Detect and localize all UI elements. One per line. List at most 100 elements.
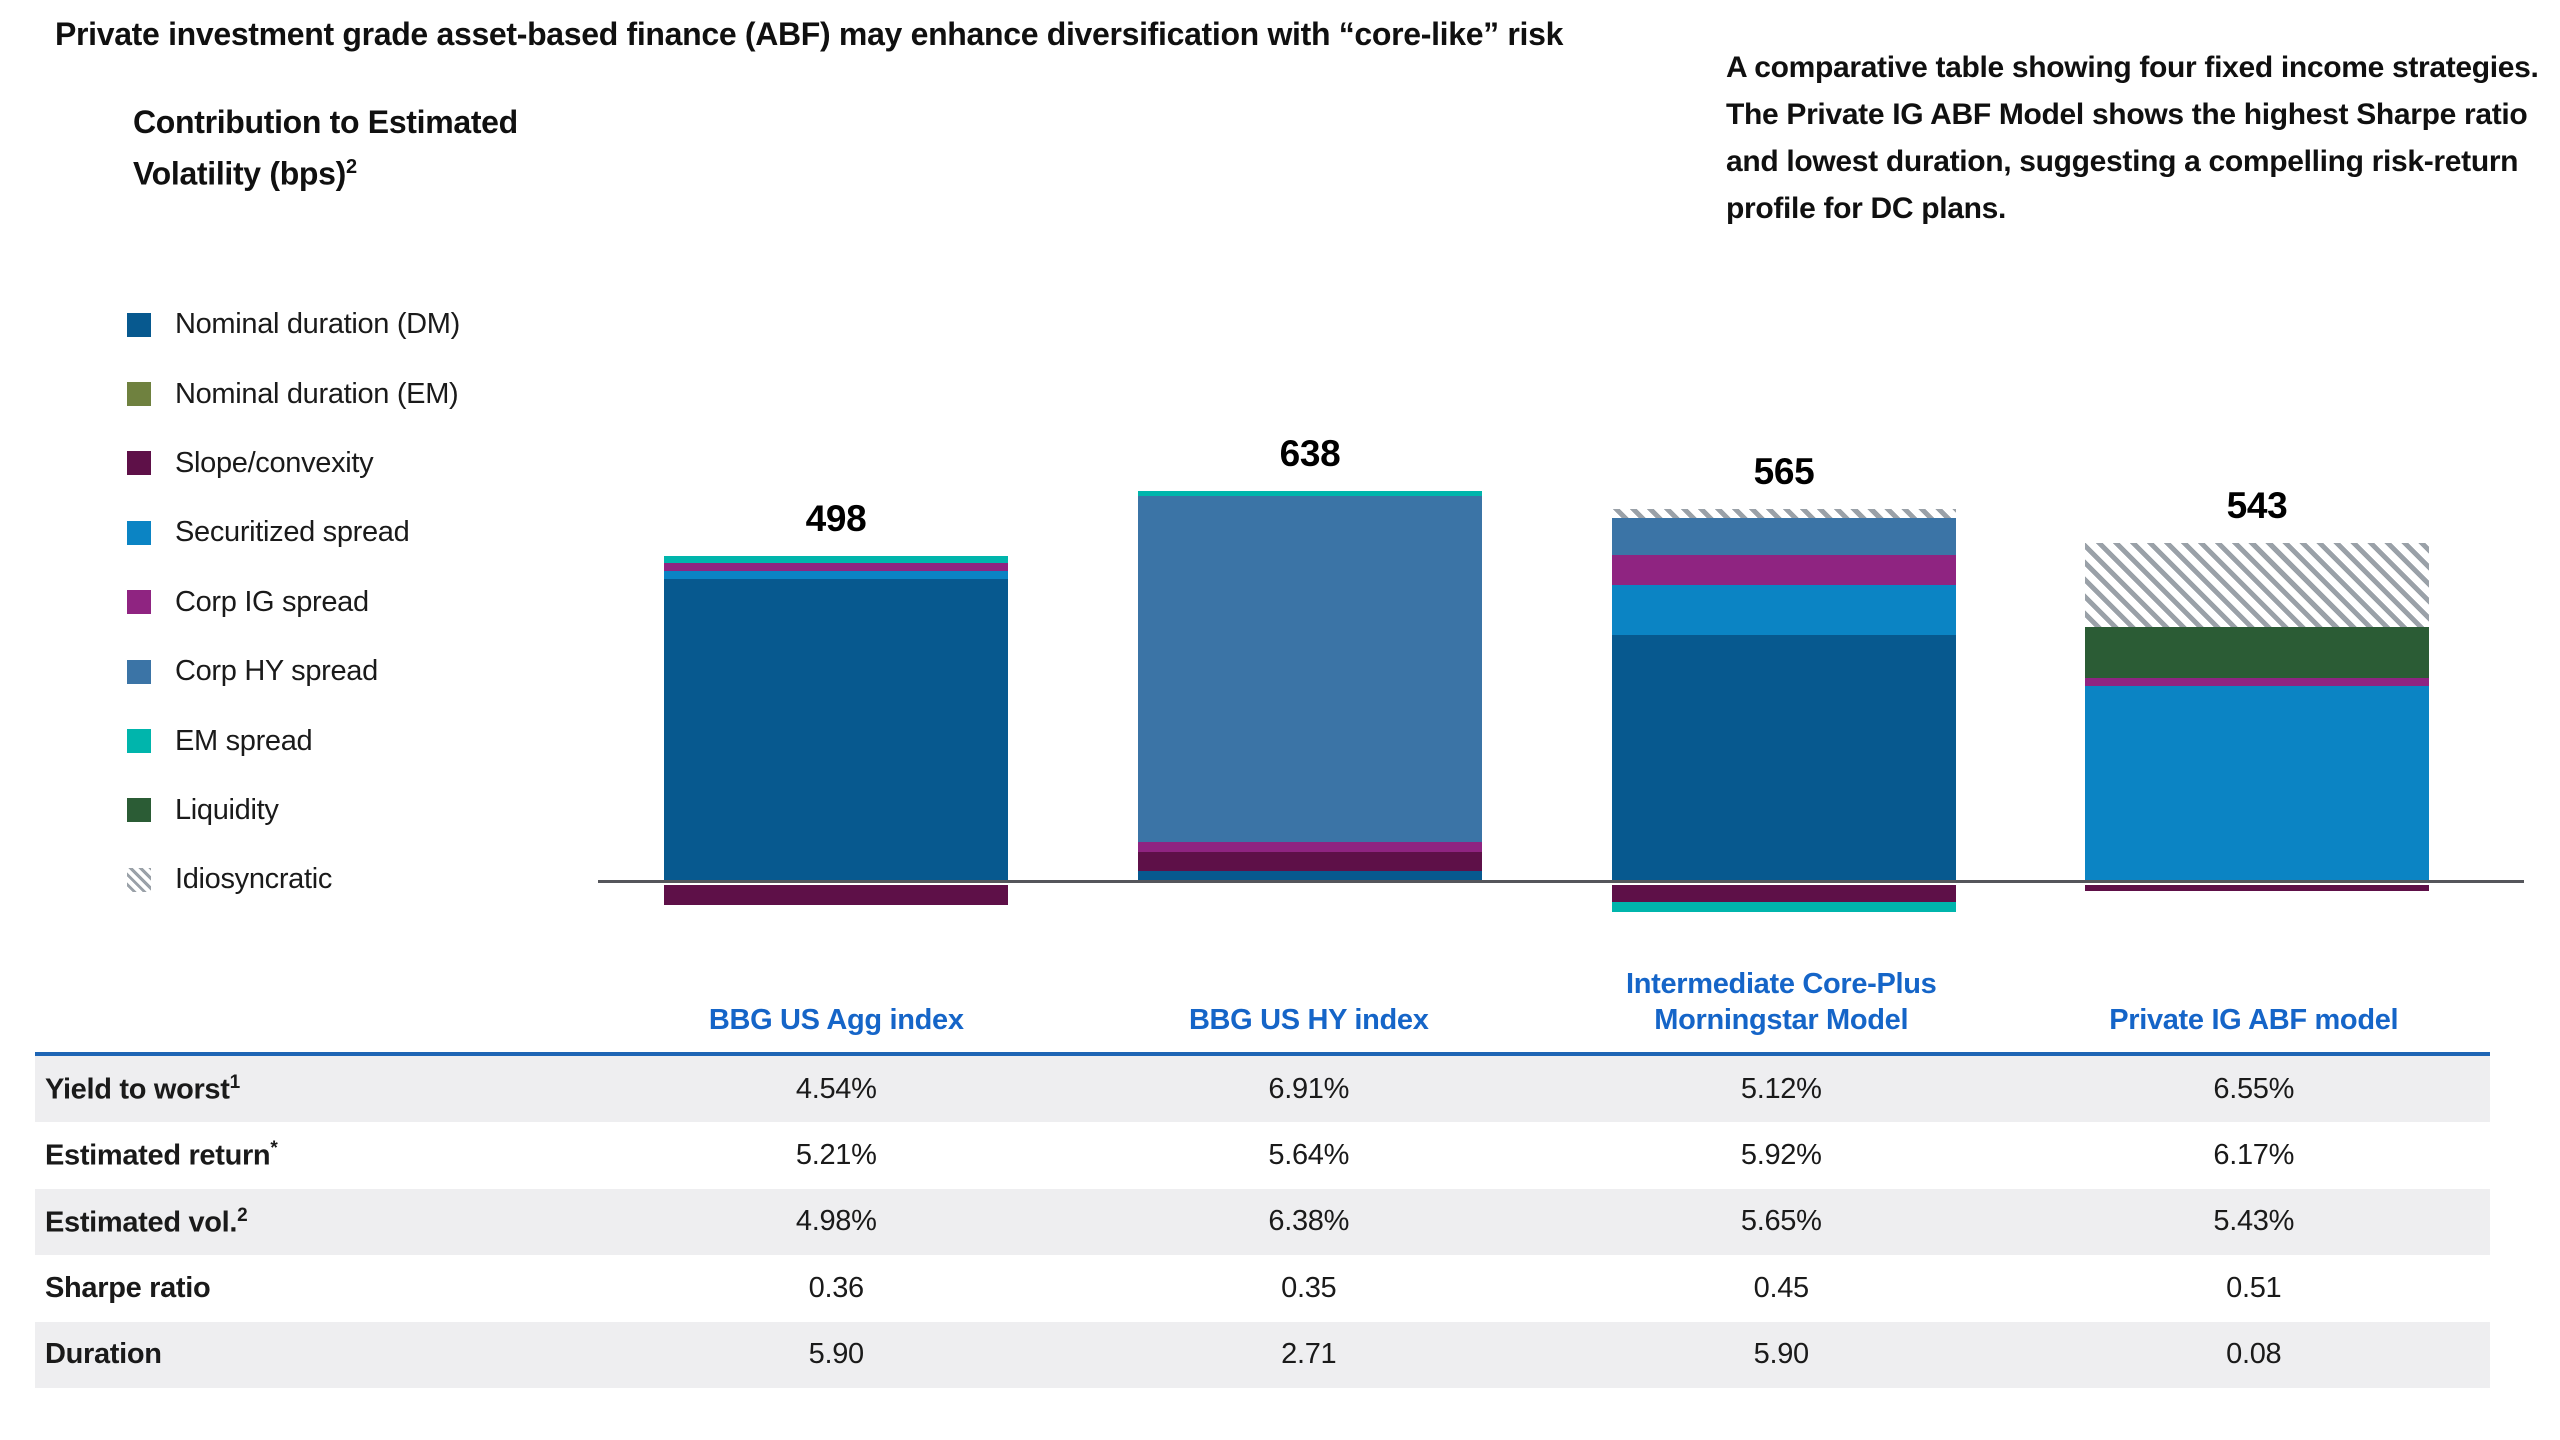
legend-label: Idiosyncratic xyxy=(175,863,333,896)
legend-swatch-em-spread xyxy=(127,729,151,754)
legend-swatch-corp-ig-spread xyxy=(127,590,151,615)
legend-swatch-nominal-duration-em xyxy=(127,382,151,407)
bar-total-label-private-ig-abf-model: 543 xyxy=(2226,485,2288,526)
table-cell: 5.90 xyxy=(1753,1338,1809,1371)
bar-segment-intermediate-core-plus-morningstar-model-corp-ig-spread xyxy=(1612,554,1956,585)
page-title: Private investment grade asset-based fin… xyxy=(55,16,1564,52)
column-header-bbg-us-agg-index: BBG US Agg index xyxy=(708,1004,964,1036)
table-cell: 0.45 xyxy=(1753,1271,1809,1304)
bar-segment-intermediate-core-plus-morningstar-model-em-spread xyxy=(1612,902,1956,912)
table-header-row: BBG US Agg index BBG US HY index Intermedi… xyxy=(600,948,2490,1048)
chart-axis-heading: Contribution to Estimated Volatility (bp… xyxy=(133,100,518,197)
legend-swatch-corp-hy-spread xyxy=(127,659,151,684)
bar-segment-private-ig-abf-model-idiosyncratic xyxy=(2085,543,2429,627)
table-row-duration: Duration 5.90 2.71 5.90 0.08 xyxy=(35,1321,2490,1388)
table-top-border xyxy=(35,1052,2490,1056)
legend-swatch-securitized-spread xyxy=(127,520,151,545)
row-label-superscript: * xyxy=(270,1138,278,1160)
table-cell: 5.43% xyxy=(2213,1205,2295,1238)
legend-label: Nominal duration (DM) xyxy=(175,308,460,341)
bar-segment-bbg-us-agg-index-corp-ig-spread xyxy=(664,563,1008,572)
bar-segment-private-ig-abf-model-securitized-spread xyxy=(2085,685,2429,882)
table-row-yield-to-worst: Yield to worst1 4.54% 6.91% 5.12% 6.55% xyxy=(35,1056,2490,1123)
bar-segment-bbg-us-agg-index-nominal-duration-dm xyxy=(664,579,1008,882)
row-label-superscript: 1 xyxy=(229,1071,241,1093)
bar-segment-bbg-us-hy-index-slope-convexity xyxy=(1138,851,1482,871)
legend-label: Securitized spread xyxy=(175,516,410,549)
table-cell: 0.35 xyxy=(1281,1271,1337,1304)
chart-legend: Nominal duration (DM) Nominal duration (E… xyxy=(127,290,460,915)
legend-label: Corp IG spread xyxy=(175,585,369,618)
bar-total-label-bbg-us-agg-index: 498 xyxy=(805,498,867,540)
bar-segment-bbg-us-agg-index-em-spread xyxy=(664,556,1008,564)
legend-label: Liquidity xyxy=(175,793,279,826)
legend-swatch-liquidity xyxy=(127,798,151,823)
bar-segment-private-ig-abf-model-slope-convexity xyxy=(2085,885,2429,892)
table-cell: 6.38% xyxy=(1268,1205,1350,1238)
bar-segment-intermediate-core-plus-morningstar-model-nominal-duration-dm xyxy=(1612,634,1956,882)
row-label: Estimated vol.2 xyxy=(45,1204,248,1239)
row-label: Duration xyxy=(45,1338,162,1371)
bar-total-label-intermediate-core-plus-morningstar-model: 565 xyxy=(1753,450,1815,492)
row-label: Yield to worst1 xyxy=(45,1071,241,1106)
table-cell: 5.65% xyxy=(1740,1205,1822,1238)
table-cell: 5.12% xyxy=(1740,1072,1822,1105)
table-cell: 0.36 xyxy=(808,1271,864,1304)
table-row-sharpe-ratio: Sharpe ratio 0.36 0.35 0.45 0.51 xyxy=(35,1255,2490,1321)
table-cell: 0.51 xyxy=(2226,1271,2282,1304)
table-cell: 5.90 xyxy=(808,1338,864,1371)
legend-swatch-nominal-duration-dm xyxy=(127,312,151,337)
table-cell: 4.98% xyxy=(795,1205,877,1238)
chart-heading-line1: Contribution to Estimated xyxy=(133,104,518,140)
bar-segment-bbg-us-hy-index-corp-hy-spread xyxy=(1138,495,1482,843)
legend-item-corp-hy-spread: Corp HY spread xyxy=(127,637,460,706)
table-cell: 4.54% xyxy=(795,1072,877,1105)
legend-item-idiosyncratic: Idiosyncratic xyxy=(127,845,460,914)
legend-item-slope-convexity: Slope/convexity xyxy=(127,429,460,498)
table-cell: 6.17% xyxy=(2213,1139,2295,1172)
bar-segment-intermediate-core-plus-morningstar-model-corp-hy-spread xyxy=(1612,517,1956,555)
legend-item-securitized-spread: Securitized spread xyxy=(127,498,460,567)
row-label-superscript: 2 xyxy=(237,1204,248,1226)
legend-item-em-spread: EM spread xyxy=(127,706,460,775)
bar-segment-bbg-us-agg-index-slope-convexity xyxy=(664,885,1008,906)
bar-segment-intermediate-core-plus-morningstar-model-securitized-spread xyxy=(1612,584,1956,635)
table-cell: 2.71 xyxy=(1281,1338,1337,1371)
table-cell: 5.21% xyxy=(795,1139,877,1172)
x-axis-baseline xyxy=(598,880,2524,883)
bar-segment-bbg-us-hy-index-nominal-duration-dm xyxy=(1138,870,1482,882)
legend-label: Nominal duration (EM) xyxy=(175,377,459,410)
legend-label: Slope/convexity xyxy=(175,446,374,479)
legend-swatch-slope-convexity xyxy=(127,451,151,476)
table-cell: 5.92% xyxy=(1740,1139,1822,1172)
legend-item-nominal-duration-em: Nominal duration (EM) xyxy=(127,359,460,428)
table-cell: 5.64% xyxy=(1268,1139,1350,1172)
annotation-text: A comparative table showing four fixed i… xyxy=(1726,51,2539,225)
bar-segment-private-ig-abf-model-liquidity xyxy=(2085,626,2429,678)
table-cell: 6.91% xyxy=(1268,1072,1350,1105)
column-header-bbg-us-hy-index: BBG US HY index xyxy=(1188,1004,1429,1036)
bar-segment-bbg-us-agg-index-securitized-spread xyxy=(664,571,1008,580)
bar-total-label-bbg-us-hy-index: 638 xyxy=(1279,432,1341,474)
table-cell: 0.08 xyxy=(2226,1338,2282,1371)
legend-item-nominal-duration-dm: Nominal duration (DM) xyxy=(127,290,460,359)
column-header-private-ig-abf-model: Private IG ABF model xyxy=(2109,1004,2399,1036)
table-row-estimated-return: Estimated return* 5.21% 5.64% 5.92% 6.17% xyxy=(35,1122,2490,1188)
legend-label: Corp HY spread xyxy=(175,655,378,688)
chart-heading-line2: Volatility (bps) xyxy=(133,155,346,192)
bar-segment-intermediate-core-plus-morningstar-model-idiosyncratic xyxy=(1612,508,1956,518)
comparison-table: Yield to worst1 4.54% 6.91% 5.12% 6.55% Estim… xyxy=(35,1056,2490,1388)
bar-segment-intermediate-core-plus-morningstar-model-slope-convexity xyxy=(1612,885,1956,903)
row-label: Estimated return* xyxy=(45,1138,278,1172)
legend-swatch-idiosyncratic xyxy=(127,867,151,892)
legend-item-liquidity: Liquidity xyxy=(127,776,460,845)
bar-segment-bbg-us-hy-index-em-spread xyxy=(1138,490,1482,496)
table-row-estimated-vol: Estimated vol.2 4.98% 6.38% 5.65% 5.43% xyxy=(35,1188,2490,1256)
column-header-intermediate-core-plus-morningstar-model: Intermediate Core-Plus Morningstar Model xyxy=(1626,968,1937,1036)
bar-segment-private-ig-abf-model-corp-ig-spread xyxy=(2085,677,2429,686)
bar-segment-bbg-us-hy-index-corp-ig-spread xyxy=(1138,842,1482,852)
legend-item-corp-ig-spread: Corp IG spread xyxy=(127,568,460,637)
row-label: Sharpe ratio xyxy=(45,1271,211,1304)
legend-label: EM spread xyxy=(175,724,313,757)
